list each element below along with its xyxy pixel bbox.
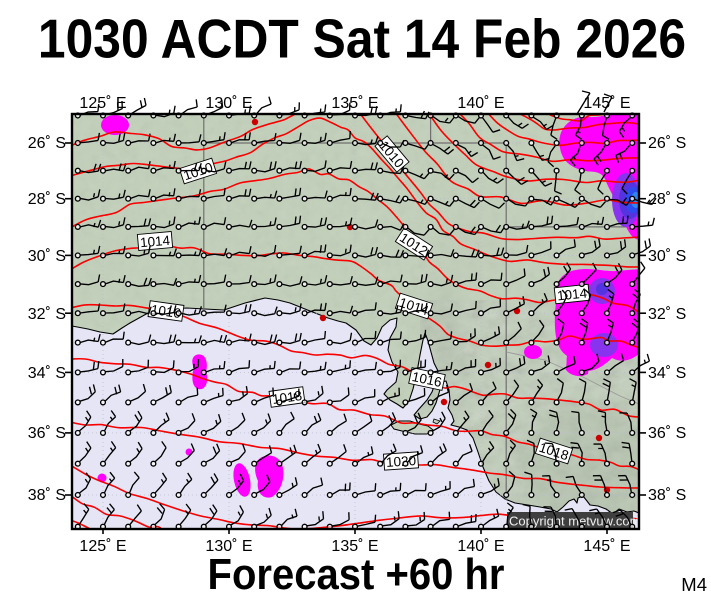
svg-text:140˚ E: 140˚ E [457, 95, 504, 112]
svg-text:145˚ E: 145˚ E [583, 538, 630, 555]
svg-text:34˚ S: 34˚ S [28, 365, 66, 382]
svg-text:36˚ S: 36˚ S [648, 425, 686, 442]
svg-text:1016: 1016 [411, 369, 444, 390]
svg-text:26˚ S: 26˚ S [28, 135, 66, 152]
svg-text:1020: 1020 [386, 453, 417, 470]
svg-text:135˚ E: 135˚ E [331, 538, 378, 555]
svg-text:30˚ S: 30˚ S [648, 248, 686, 265]
svg-text:34˚ S: 34˚ S [648, 365, 686, 382]
svg-text:36˚ S: 36˚ S [28, 425, 66, 442]
svg-text:32˚ S: 32˚ S [648, 306, 686, 323]
svg-text:125˚ E: 125˚ E [79, 538, 126, 555]
svg-text:1016: 1016 [150, 302, 182, 321]
svg-text:M4: M4 [681, 574, 707, 595]
svg-text:145˚ E: 145˚ E [583, 95, 630, 112]
svg-text:38˚ S: 38˚ S [28, 487, 66, 504]
svg-text:1014: 1014 [556, 285, 588, 303]
svg-text:125˚ E: 125˚ E [79, 95, 126, 112]
svg-text:140˚ E: 140˚ E [457, 538, 504, 555]
svg-text:28˚ S: 28˚ S [28, 191, 66, 208]
svg-text:38˚ S: 38˚ S [648, 487, 686, 504]
svg-text:130˚ E: 130˚ E [205, 538, 252, 555]
svg-text:130˚ E: 130˚ E [205, 95, 252, 112]
svg-text:28˚ S: 28˚ S [648, 191, 686, 208]
svg-text:135˚ E: 135˚ E [331, 95, 378, 112]
svg-text:Forecast +60 hr: Forecast +60 hr [208, 549, 505, 598]
svg-text:32˚ S: 32˚ S [28, 306, 66, 323]
svg-text:1014: 1014 [139, 233, 171, 251]
svg-text:26˚ S: 26˚ S [648, 135, 686, 152]
svg-text:1030 ACDT Sat 14 Feb 2026: 1030 ACDT Sat 14 Feb 2026 [38, 9, 686, 70]
svg-text:30˚ S: 30˚ S [28, 248, 66, 265]
